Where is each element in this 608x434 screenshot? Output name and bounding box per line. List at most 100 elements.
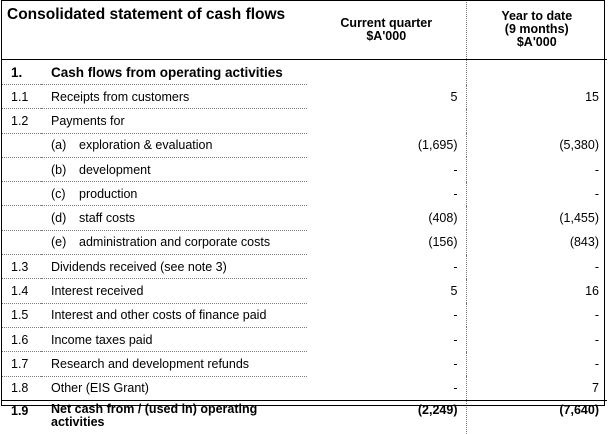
year-to-date-value: (5,380) [559, 138, 599, 153]
total-description: Net cash from / (used in) operating acti… [51, 401, 258, 429]
table-row: (d) staff costs (408) (1,455) [1, 205, 607, 231]
row-number: 1.8 [1, 376, 41, 401]
year-to-date-header-line-3: $A'000 [516, 35, 557, 49]
row-number: 1.2 [1, 108, 41, 134]
row-sub-label: (a) [51, 138, 67, 153]
row-label: Income taxes paid [51, 332, 153, 347]
year-to-date-value: - [594, 332, 599, 347]
year-to-date-header-line-2: (9 months) [504, 22, 569, 36]
row-number: 1.6 [1, 327, 41, 353]
table-header-row: Consolidated statement of cash flows Cur… [1, 0, 607, 60]
current-quarter-value: - [307, 254, 467, 279]
total-year-to-date-value: (7,640) [559, 402, 599, 417]
row-sub-label: (e) [51, 235, 67, 250]
year-to-date-value: - [594, 356, 599, 371]
year-to-date-value: 16 [585, 284, 599, 299]
row-label: Dividends received (see note 3) [51, 259, 227, 274]
table-row: 1.7 Research and development refunds - - [1, 351, 607, 377]
row-label: Research and development refunds [51, 356, 250, 371]
current-quarter-value: (1,695) [307, 133, 467, 158]
row-description: (e) administration and corporate costs [41, 230, 307, 256]
row-description: Receipts from customers [41, 84, 307, 110]
row-label: Payments for [51, 113, 125, 128]
section-ytd-cell [466, 60, 607, 85]
year-to-date-value [466, 109, 607, 133]
row-label: Interest and other costs of finance paid [51, 308, 267, 323]
row-sub-label: (d) [51, 211, 67, 226]
current-quarter-header: Current quarter $A'000 [307, 0, 467, 60]
table-row: 1.5 Interest and other costs of finance p… [1, 303, 607, 328]
row-number [1, 133, 41, 158]
current-quarter-value: - [307, 351, 467, 377]
total-number: 1.9 [11, 403, 29, 418]
row-label: production [79, 186, 138, 201]
row-label: Interest received [51, 284, 144, 299]
table-row: 1.2 Payments for [1, 108, 607, 134]
row-description: (c) production [41, 181, 307, 207]
row-sub-label: (b) [51, 162, 67, 177]
row-description: Research and development refunds [41, 351, 307, 377]
row-number [1, 230, 41, 256]
current-quarter-header-line-1: Current quarter [340, 15, 433, 30]
year-to-date-header-line-1: Year to date [501, 9, 573, 23]
row-number: 1.3 [1, 254, 41, 280]
section-number: 1. [1, 59, 41, 85]
row-number [1, 181, 41, 207]
current-quarter-value: 5 [307, 278, 467, 304]
row-label: development [79, 162, 151, 177]
table-row: 1.8 Other (EIS Grant) -7 [1, 376, 607, 401]
row-description: Interest received [41, 278, 307, 304]
year-to-date-value: (1,455) [559, 211, 599, 226]
table-row: (c) production - - [1, 181, 607, 207]
row-number [1, 205, 41, 231]
row-description: Other (EIS Grant) [41, 376, 307, 401]
row-description: (a) exploration & evaluation [41, 133, 307, 158]
table-row: (e) administration and corporate costs (15… [1, 230, 607, 256]
current-quarter-value: 5 [307, 84, 467, 109]
current-quarter-value: - [307, 181, 467, 206]
row-label: Other (EIS Grant) [51, 381, 149, 396]
current-quarter-value: - [307, 327, 467, 352]
year-to-date-value: 15 [585, 89, 599, 104]
current-quarter-value: (156) [307, 230, 467, 255]
row-label: staff costs [79, 211, 136, 226]
row-description: Interest and other costs of finance paid [41, 303, 307, 328]
row-description: Income taxes paid [41, 327, 307, 353]
year-to-date-value: - [594, 308, 599, 323]
row-number: 1.4 [1, 278, 41, 304]
row-description: Payments for [41, 108, 307, 134]
row-description: (d) staff costs [41, 205, 307, 231]
table-row: 1.1 Receipts from customers 5 15 [1, 84, 607, 110]
table-row: 1.4 Interest received 5 16 [1, 278, 607, 304]
row-description: Dividends received (see note 3) [41, 254, 307, 280]
current-quarter-header-line-2: $A'000 [366, 28, 407, 43]
current-quarter-value: - [307, 303, 467, 328]
statement-title: Consolidated statement of cash flows [1, 0, 307, 60]
row-label: exploration & evaluation [79, 138, 213, 153]
row-number: 1.7 [1, 351, 41, 377]
year-to-date-value: 7 [466, 376, 607, 401]
table-row: 1.6 Income taxes paid - - [1, 327, 607, 353]
row-number: 1.5 [1, 303, 41, 328]
year-to-date-value: - [594, 162, 599, 177]
year-to-date-value: - [594, 259, 599, 274]
total-current-quarter-value: (2,249) [307, 400, 467, 434]
current-quarter-value: (408) [307, 205, 467, 231]
year-to-date-value: (843) [569, 235, 599, 250]
total-row: 1.9 Net cash from / (used in) operating a… [1, 400, 607, 434]
table-row: (a) exploration & evaluation (1,695) (5,380… [1, 133, 607, 158]
row-number: 1.1 [1, 84, 41, 110]
row-sub-label: (c) [51, 186, 66, 201]
row-label: Receipts from customers [51, 89, 190, 104]
current-quarter-value: - [307, 157, 467, 182]
year-to-date-header: Year to date (9 months) $A'000 [466, 0, 607, 60]
section-row: 1. Cash flows from operating activities [1, 59, 607, 85]
row-label: administration and corporate costs [79, 235, 271, 250]
row-description: (b) development [41, 157, 307, 183]
year-to-date-value: - [594, 186, 599, 201]
row-number [1, 157, 41, 183]
current-quarter-value: - [307, 376, 467, 401]
current-quarter-value [307, 108, 467, 134]
